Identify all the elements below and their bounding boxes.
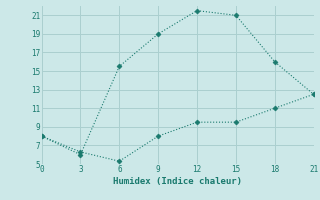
X-axis label: Humidex (Indice chaleur): Humidex (Indice chaleur)	[113, 177, 242, 186]
